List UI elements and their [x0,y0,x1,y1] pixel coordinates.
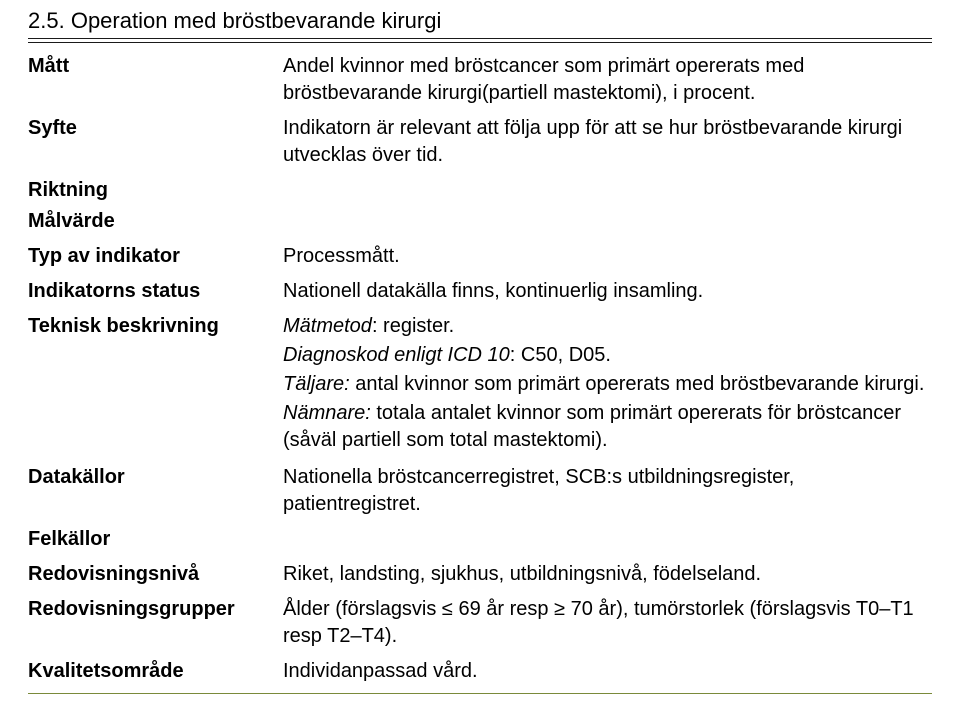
label-datakallor: Datakällor [28,464,283,491]
heading-double-rule [28,38,932,43]
row-matt: Mått Andel kvinnor med bröstcancer som p… [28,53,932,107]
label-typ: Typ av indikator [28,243,283,270]
teknisk-taljare-label: Täljare: [283,373,350,395]
teknisk-diagnos-value: : C50, D05. [510,344,611,366]
teknisk-namnare-label: Nämnare: [283,402,371,424]
value-redovgrupper: Ålder (förslagsvis ≤ 69 år resp ≥ 70 år)… [283,596,932,650]
row-typ: Typ av indikator Processmått. [28,243,932,270]
document-page: 2.5. Operation med bröstbevarande kirurg… [0,0,960,706]
label-matt: Mått [28,53,283,80]
label-status: Indikatorns status [28,278,283,305]
row-status: Indikatorns status Nationell datakälla f… [28,278,932,305]
section-title-text: Operation med bröstbevarande kirurgi [71,8,442,33]
bottom-rule [28,693,932,694]
row-felkallor: Felkällor [28,526,932,553]
teknisk-namnare-value: totala antalet kvinnor som primärt opere… [283,402,901,451]
label-kvalitet: Kvalitetsområde [28,658,283,685]
row-malvarde: Målvärde [28,208,932,235]
teknisk-matmetod-value: : register. [372,315,454,337]
label-redovgrupper: Redovisningsgrupper [28,596,283,623]
value-status: Nationell datakälla finns, kontinuerlig … [283,278,932,305]
teknisk-diagnos-label: Diagnoskod enligt ICD 10 [283,344,510,366]
label-syfte: Syfte [28,115,283,142]
label-malvarde: Målvärde [28,208,283,235]
value-datakallor: Nationella bröstcancerregistret, SCB:s u… [283,464,932,518]
row-syfte: Syfte Indikatorn är relevant att följa u… [28,115,932,169]
label-redovnivaa: Redovisningsnivå [28,561,283,588]
label-felkallor: Felkällor [28,526,283,553]
teknisk-taljare-value: antal kvinnor som primärt opererats med … [350,373,925,395]
row-kvalitet: Kvalitetsområde Individanpassad vård. [28,658,932,685]
value-syfte: Indikatorn är relevant att följa upp för… [283,115,932,169]
row-riktning: Riktning [28,177,932,204]
row-datakallor: Datakällor Nationella bröstcancerregistr… [28,464,932,518]
value-matt: Andel kvinnor med bröstcancer som primär… [283,53,932,107]
label-riktning: Riktning [28,177,283,204]
teknisk-matmetod-label: Mätmetod [283,315,372,337]
row-redovnivaa: Redovisningsnivå Riket, landsting, sjukh… [28,561,932,588]
row-redovgrupper: Redovisningsgrupper Ålder (förslagsvis ≤… [28,596,932,650]
section-heading: 2.5. Operation med bröstbevarande kirurg… [28,8,932,34]
value-teknisk: Mätmetod: register. Diagnoskod enligt IC… [283,313,932,456]
value-kvalitet: Individanpassad vård. [283,658,932,685]
value-typ: Processmått. [283,243,932,270]
section-number: 2.5. [28,8,65,33]
row-teknisk: Teknisk beskrivning Mätmetod: register. … [28,313,932,456]
value-redovnivaa: Riket, landsting, sjukhus, utbildningsni… [283,561,932,588]
label-teknisk: Teknisk beskrivning [28,313,283,340]
